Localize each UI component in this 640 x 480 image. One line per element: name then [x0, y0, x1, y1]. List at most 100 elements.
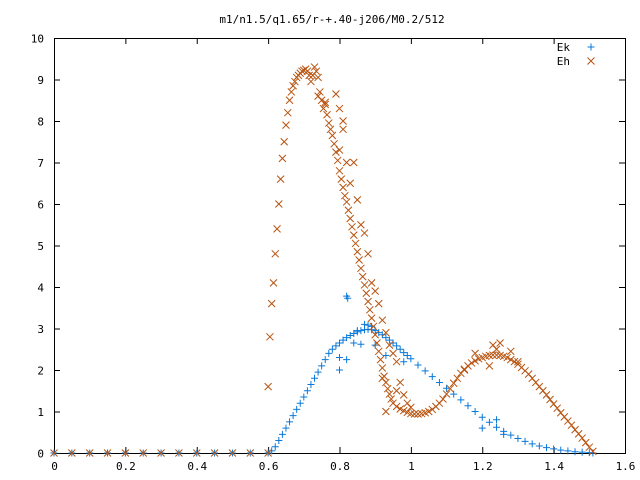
ek-point: [578, 448, 586, 456]
eh-point: [319, 104, 328, 113]
ek-point: [289, 412, 297, 420]
eh-point: [337, 175, 346, 183]
eh-point: [364, 249, 372, 258]
eh-point: [369, 322, 378, 331]
eh-point: [407, 403, 415, 412]
ek-point: [535, 442, 543, 450]
eh-point: [542, 391, 551, 399]
ek-point: [318, 362, 326, 370]
legend-marker-eh: [587, 57, 595, 65]
eh-point: [546, 395, 554, 404]
eh-point: [271, 249, 280, 258]
eh-point: [367, 314, 376, 322]
ek-point: [478, 413, 486, 421]
eh-point: [371, 330, 380, 339]
chart-title: m1/n1.5/q1.65/r-+.40-j206/M0.2/512: [219, 13, 444, 26]
eh-point: [489, 351, 497, 359]
eh-point: [460, 366, 469, 374]
eh-point: [439, 395, 447, 403]
eh-point: [389, 349, 397, 358]
ek-point: [428, 373, 436, 381]
eh-point: [333, 156, 342, 165]
eh-point: [328, 131, 337, 140]
ek-point: [382, 351, 390, 359]
ek-point: [293, 405, 301, 413]
ek-point: [378, 331, 386, 339]
eh-point: [553, 404, 562, 413]
ek-point: [385, 336, 393, 344]
ek-point: [542, 444, 550, 452]
eh-point: [335, 146, 344, 154]
x-tick-label: 0.4: [187, 460, 207, 473]
y-tick-label: 10: [31, 33, 44, 46]
x-tick-label: 1: [408, 460, 415, 473]
eh-point: [382, 328, 390, 337]
eh-point: [378, 316, 387, 325]
eh-point: [367, 278, 376, 287]
ek-point: [360, 320, 368, 328]
eh-point: [276, 175, 285, 183]
eh-point: [589, 447, 597, 456]
eh-point: [376, 355, 385, 364]
eh-point: [274, 200, 283, 208]
ek-point: [343, 356, 351, 364]
eh-point: [324, 119, 333, 127]
x-axis: 0 0.2 0.4 0.6 0.8 1 1.2 1.4 1.6: [51, 38, 635, 473]
ek-point: [375, 329, 383, 337]
eh-point: [291, 77, 299, 86]
ek-point: [485, 418, 493, 426]
eh-point: [332, 90, 340, 98]
ek-point: [400, 358, 408, 366]
series-eh: [50, 63, 597, 457]
eh-point: [355, 256, 363, 264]
eh-point: [442, 390, 451, 398]
eh-point: [471, 349, 479, 358]
eh-point: [510, 357, 519, 366]
eh-point: [396, 378, 405, 387]
eh-point: [364, 297, 372, 306]
eh-point: [514, 357, 522, 366]
ek-point: [275, 437, 283, 445]
eh-point: [335, 166, 344, 175]
eh-point: [339, 117, 347, 125]
ek-point: [350, 339, 358, 347]
ek-point: [303, 387, 311, 395]
plot-frame: [54, 38, 626, 454]
ek-point: [282, 424, 290, 432]
eh-point: [332, 148, 340, 156]
eh-point: [578, 434, 587, 442]
x-tick-label: 0.8: [330, 460, 350, 473]
y-tick-label: 8: [37, 116, 44, 129]
eh-point: [383, 384, 392, 393]
ek-point: [478, 424, 486, 432]
eh-point: [175, 449, 183, 457]
ek-point: [393, 342, 401, 350]
ek-point: [321, 356, 329, 364]
ek-point: [507, 431, 515, 439]
eh-point: [387, 395, 396, 403]
ek-point: [435, 378, 443, 386]
eh-point: [103, 449, 112, 457]
legend: Ek Eh: [557, 41, 595, 68]
eh-point: [342, 198, 351, 206]
eh-point: [339, 183, 347, 192]
ek-point: [550, 445, 558, 453]
eh-point: [453, 374, 462, 383]
ek-point: [403, 351, 411, 359]
ek-point: [336, 354, 343, 362]
eh-point: [385, 341, 394, 349]
eh-point: [392, 402, 401, 411]
y-tick-label: 5: [37, 240, 44, 253]
eh-point: [467, 359, 476, 367]
ek-point: [268, 447, 276, 455]
ek-point: [564, 447, 572, 455]
x-tick-label: 0: [51, 460, 58, 473]
eh-point: [50, 449, 58, 457]
series-ek: [50, 292, 597, 457]
eh-point: [303, 67, 312, 76]
ek-point: [407, 355, 415, 363]
eh-point: [374, 299, 383, 308]
ek-point: [353, 327, 361, 335]
eh-point: [228, 449, 237, 457]
